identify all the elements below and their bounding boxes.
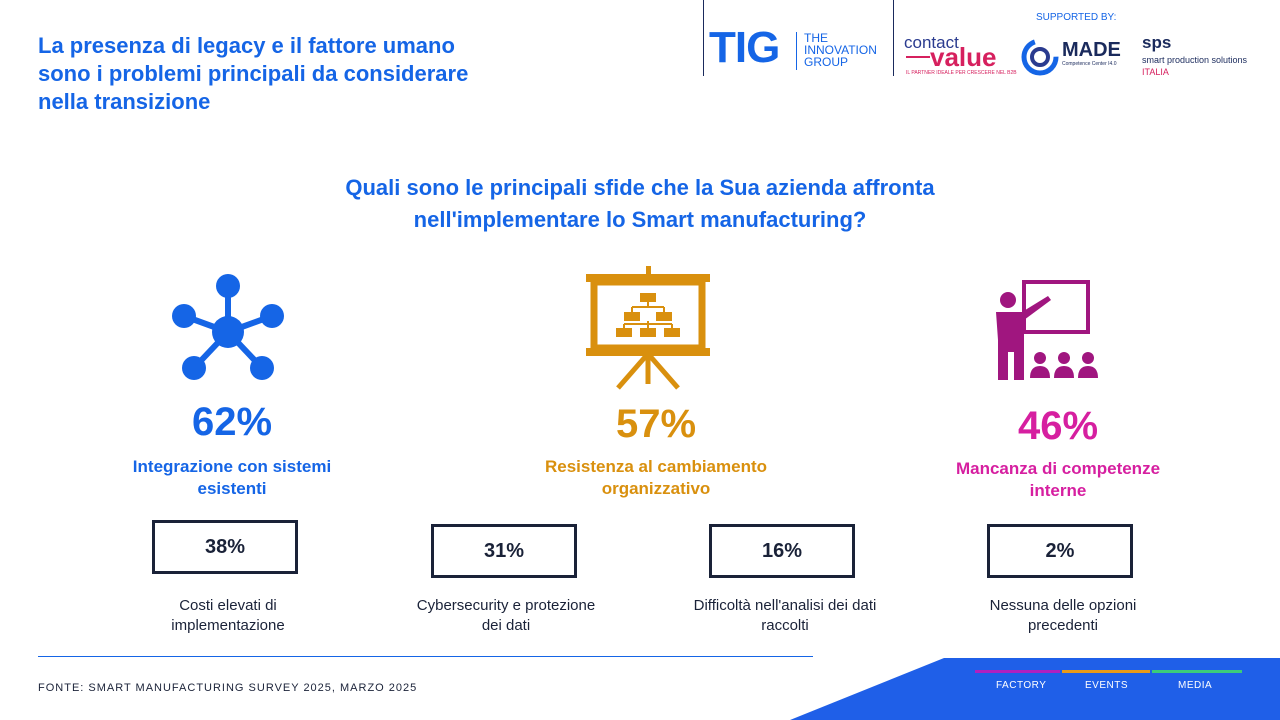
source-note: FONTE: SMART MANUFACTURING SURVEY 2025, … — [38, 682, 418, 694]
footer-label-factory: FACTORY — [996, 680, 1047, 691]
page-title: La presenza di legacy e il fattore umano… — [38, 32, 558, 116]
top-percent-2: 57% — [615, 402, 697, 446]
tig-text-line: THE — [804, 31, 828, 45]
tig-logo: TIG — [709, 23, 780, 72]
question-line: Quali sono le principali sfide che la Su… — [345, 175, 935, 200]
tig-text-line: INNOVATION — [804, 43, 877, 57]
org-chart-board-icon — [586, 266, 710, 390]
top-percent-1: 62% — [191, 400, 273, 444]
divider — [893, 0, 894, 76]
percent-box-3: 16% — [709, 524, 855, 578]
title-line: nella transizione — [38, 89, 211, 114]
source-divider — [38, 656, 813, 657]
tig-logo-text: THE INNOVATION GROUP — [804, 32, 877, 68]
sps-logo: sps — [1142, 33, 1172, 52]
label-line: Integrazione con sistemi — [132, 457, 332, 476]
bottom-label-2: Cybersecurity e protezione dei dati — [396, 596, 616, 636]
made-logo-icon — [1021, 38, 1059, 76]
top-label-1: Integrazione con sistemi esistenti — [92, 456, 372, 500]
contact-value-tagline: IL PARTNER IDEALE PER CRESCERE NEL B2B — [906, 70, 1017, 76]
label-line: Costi elevati di — [179, 597, 277, 614]
label-line: raccolti — [761, 617, 809, 634]
label-line: interne — [1029, 481, 1087, 500]
sps-logo-italia: ITALIA — [1142, 67, 1169, 77]
divider — [703, 0, 704, 76]
sps-logo-subtitle: smart production solutions — [1142, 55, 1248, 65]
footer-label-media: MEDIA — [1178, 680, 1213, 691]
logo-underline — [906, 56, 930, 58]
supported-by-label: SUPPORTED BY: — [1036, 12, 1117, 23]
teacher-icon — [996, 280, 1098, 380]
title-line: sono i problemi principali da considerar… — [38, 61, 469, 86]
percent-box-4: 2% — [987, 524, 1133, 578]
divider — [796, 32, 797, 70]
question-line: nell'implementare lo Smart manufacturing… — [413, 207, 867, 232]
bottom-label-3: Difficoltà nell'analisi dei dati raccolt… — [675, 596, 895, 636]
percent-box-1: 38% — [152, 520, 298, 574]
top-label-3: Mancanza di competenze interne — [918, 458, 1198, 502]
label-line: Cybersecurity e protezione — [416, 597, 596, 614]
label-line: Difficoltà nell'analisi dei dati — [693, 597, 877, 614]
label-line: dei dati — [481, 617, 531, 634]
tig-text-line: GROUP — [804, 55, 849, 69]
percent-box-2: 31% — [431, 524, 577, 578]
made-logo: MADE — [1062, 39, 1121, 61]
made-logo-subtitle: Competence Center I4.0 — [1062, 61, 1117, 67]
contact-value-logo-value: value — [930, 42, 997, 72]
label-line: Mancanza di competenze — [955, 459, 1161, 478]
label-line: precedenti — [1027, 617, 1099, 634]
contact-value-logo: contact — [904, 33, 959, 52]
label-line: organizzativo — [601, 479, 711, 498]
label-line: implementazione — [171, 617, 285, 634]
top-percent-3: 46% — [1017, 404, 1099, 448]
survey-question: Quali sono le principali sfide che la Su… — [240, 172, 1040, 236]
footer-label-events: EVENTS — [1085, 680, 1129, 691]
label-line: Nessuna delle opzioni — [989, 597, 1137, 614]
label-line: Resistenza al cambiamento — [544, 457, 768, 476]
bottom-label-4: Nessuna delle opzioni precedenti — [953, 596, 1173, 636]
label-line: esistenti — [197, 479, 267, 498]
top-label-2: Resistenza al cambiamento organizzativo — [516, 456, 796, 500]
network-icon — [172, 274, 284, 380]
title-line: La presenza di legacy e il fattore umano — [38, 33, 455, 58]
bottom-label-1: Costi elevati di implementazione — [118, 596, 338, 636]
